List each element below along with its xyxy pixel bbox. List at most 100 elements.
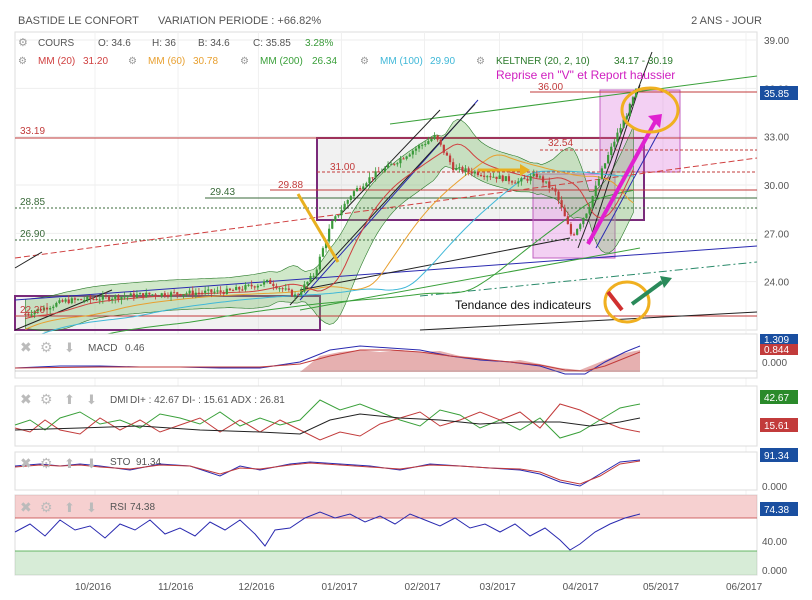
candle-body — [58, 300, 61, 303]
gear-icon[interactable]: ⚙ — [40, 339, 53, 355]
close-icon[interactable]: ✖ — [20, 339, 32, 355]
candle-body — [402, 158, 405, 160]
candle-body — [176, 292, 179, 295]
candle-body — [337, 215, 340, 217]
x-tick-label: 11/2016 — [158, 582, 194, 593]
candle-body — [151, 294, 154, 296]
sto-value: 91.34 — [136, 457, 161, 468]
label-2988: 29.88 — [278, 180, 303, 191]
candle-body — [396, 163, 399, 165]
arrow-down-icon[interactable]: ⬇ — [86, 456, 97, 471]
arrow-up-icon[interactable]: ⬆ — [64, 500, 75, 515]
candle-body — [188, 290, 191, 294]
gear-icon[interactable]: ⚙ — [40, 455, 53, 471]
candle-body — [545, 181, 548, 183]
candle-body — [163, 293, 166, 297]
arrow-down-icon[interactable]: ⬇ — [86, 392, 97, 407]
candle-body — [222, 291, 225, 295]
candle-body — [597, 179, 600, 186]
candle-body — [560, 200, 563, 208]
candle-body — [235, 287, 238, 291]
rsi-oversold-zone — [15, 551, 757, 575]
candle-body — [228, 288, 232, 291]
candle-body — [346, 199, 349, 204]
period-selector[interactable]: 2 ANS - JOUR — [691, 15, 762, 27]
dmi-minus — [14, 403, 641, 441]
arrow-up-icon[interactable]: ⬆ — [64, 392, 75, 407]
candle-body — [510, 181, 514, 183]
candle-body — [436, 135, 439, 140]
candle-body — [259, 284, 263, 286]
legend-keltner: KELTNER (20, 2, 10) — [496, 56, 590, 67]
trendline-black-final-2 — [589, 84, 641, 241]
sto-controls: ✖ ⚙ ⬆ ⬇ — [20, 455, 97, 471]
candle-body — [253, 286, 256, 288]
candle-body — [607, 154, 610, 164]
candle-body — [154, 294, 157, 296]
candle-body — [80, 299, 83, 301]
candle-body — [585, 213, 588, 218]
candle-body — [160, 293, 163, 297]
candle-body — [247, 284, 250, 286]
candle-body — [479, 175, 483, 177]
arrow-down-icon[interactable]: ⬇ — [86, 500, 97, 515]
mm200-line — [25, 189, 634, 361]
gear-icon[interactable]: ⚙ — [40, 499, 53, 515]
candle-body — [603, 163, 607, 169]
candle-body — [138, 293, 142, 295]
mm100-icon: ⚙ — [360, 56, 369, 67]
candle-body — [383, 167, 387, 172]
candle-body — [331, 221, 334, 229]
arrow-up-icon[interactable]: ⬆ — [64, 456, 75, 471]
x-tick-label: 04/2017 — [563, 582, 600, 593]
sto-d — [14, 460, 641, 485]
candle-body — [262, 281, 266, 285]
candle-body — [563, 207, 566, 217]
x-tick-label: 10/2016 — [75, 582, 112, 593]
y-tick-label: 39.00 — [764, 36, 789, 47]
candle-body — [628, 103, 631, 117]
candle-body — [541, 176, 545, 183]
trendline-black-mid — [299, 237, 571, 291]
candle-body — [529, 176, 532, 181]
arrow-down-icon[interactable]: ⬇ — [64, 340, 75, 355]
rsi-line — [14, 511, 641, 551]
candle-body — [572, 234, 576, 236]
candle-body — [219, 290, 222, 292]
candle-body — [523, 178, 526, 180]
price-candles — [24, 88, 638, 319]
macd-signal — [14, 349, 641, 372]
candle-body — [622, 119, 625, 128]
candle-body — [458, 167, 461, 169]
trend-lines — [14, 51, 758, 331]
candle-body — [538, 176, 542, 178]
candle-body — [445, 152, 449, 156]
close-icon[interactable]: ✖ — [20, 391, 32, 407]
candle-body — [399, 158, 402, 164]
candle-body — [238, 287, 241, 290]
candle-body — [86, 296, 89, 300]
y-tick-label: 27.00 — [764, 229, 789, 240]
macd-zero-tick: 0.000 — [762, 358, 787, 369]
magenta-arrow-head — [648, 114, 662, 128]
candle-body — [104, 295, 108, 297]
red-arrow — [606, 290, 624, 312]
annotation-reprise: Reprise en "V" et Report haussier — [496, 68, 675, 82]
candle-body — [324, 241, 328, 249]
candle-body — [231, 290, 235, 292]
candle-body — [408, 154, 411, 157]
candle-body — [352, 191, 356, 197]
label-3254: 32.54 — [548, 138, 573, 149]
candle-body — [101, 295, 104, 300]
close-icon[interactable]: ✖ — [20, 499, 32, 515]
candle-body — [377, 171, 380, 173]
gear-icon[interactable]: ⚙ — [40, 391, 53, 407]
candle-body — [343, 203, 346, 210]
candle-body — [98, 299, 101, 301]
close-icon[interactable]: ✖ — [20, 455, 32, 471]
candle-body — [455, 168, 458, 171]
legend-row-1: ⚙ COURS O: 34.6 H: 36 B: 34.6 C: 35.85 3… — [18, 37, 333, 49]
candle-body — [492, 176, 495, 178]
keltner-band — [25, 119, 634, 332]
candle-body — [169, 292, 173, 297]
